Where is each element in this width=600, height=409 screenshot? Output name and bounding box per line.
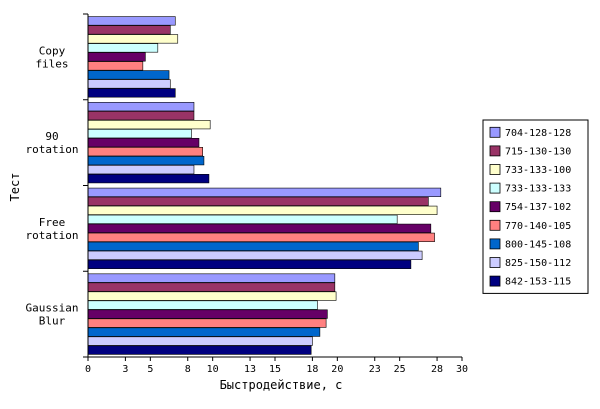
legend-swatch — [489, 201, 501, 213]
bar — [87, 282, 336, 292]
bars-layer — [87, 16, 442, 355]
bar — [87, 250, 423, 260]
legend-label: 704-128-128 — [505, 128, 571, 139]
x-tick-label: 13 — [244, 364, 256, 375]
bar — [87, 79, 171, 89]
axes-layer — [83, 13, 463, 361]
legend-swatch — [489, 238, 501, 250]
bar — [87, 111, 195, 121]
bar — [87, 43, 159, 53]
bar — [87, 205, 438, 215]
bar — [87, 232, 435, 242]
bar — [87, 25, 171, 35]
x-tick-label: 5 — [147, 364, 153, 375]
x-tick-label: 20 — [331, 364, 343, 375]
legend-label: 733-133-100 — [505, 165, 571, 176]
bar — [87, 52, 146, 62]
x-tick-label: 18 — [306, 364, 318, 375]
legend-label: 770-140-105 — [505, 221, 571, 232]
x-tick-label: 30 — [456, 364, 468, 375]
legend-swatch — [489, 145, 501, 157]
bar — [87, 300, 318, 310]
bar — [87, 223, 432, 233]
legend-swatch — [489, 126, 501, 138]
x-tick-label: 23 — [369, 364, 381, 375]
bar — [87, 309, 328, 319]
x-tick-label: 15 — [269, 364, 281, 375]
legend-label: 825-150-112 — [505, 258, 571, 269]
legend-swatch — [489, 219, 501, 231]
bar — [87, 318, 327, 328]
bar — [87, 147, 203, 157]
bar — [87, 129, 192, 139]
x-tick-label: 8 — [185, 364, 191, 375]
x-tick-label: 3 — [122, 364, 128, 375]
y-axis-title: Тест — [8, 173, 22, 202]
bar — [87, 259, 412, 269]
legend-label: 800-145-108 — [505, 239, 571, 250]
bar — [87, 34, 179, 44]
x-tick-label: 28 — [431, 364, 443, 375]
bar — [87, 165, 195, 175]
bar — [87, 241, 419, 251]
legend-box — [482, 119, 589, 294]
legend-label: 715-130-130 — [505, 146, 571, 157]
category-label: Gaussian Blur — [26, 302, 79, 328]
category-label: Copy files — [35, 44, 68, 70]
bar — [87, 214, 398, 224]
x-tick-label: 25 — [394, 364, 406, 375]
bar — [87, 336, 313, 346]
category-label: 90 rotation — [26, 130, 79, 156]
bar — [87, 88, 176, 98]
legend-swatch — [489, 182, 501, 194]
category-label: Free rotation — [26, 216, 79, 242]
bar — [87, 345, 312, 355]
bar — [87, 196, 429, 206]
bar — [87, 187, 442, 197]
legend-label: 842-153-115 — [505, 277, 571, 288]
legend: 704-128-128 715-130-130 733-133-100 733-133… — [482, 119, 589, 294]
legend-swatch — [489, 164, 501, 175]
bar — [87, 156, 205, 166]
bar — [87, 70, 170, 80]
bar — [87, 16, 176, 26]
bar — [87, 174, 210, 184]
bar — [87, 273, 336, 283]
legend-swatch — [489, 257, 501, 268]
bar — [87, 291, 337, 301]
legend-swatch — [489, 275, 501, 287]
x-tick-label: 10 — [207, 364, 219, 375]
labels-layer: 0 3 5 8 10 13 15 18 20 23 25 28 30 Copy files 90 rotatio… — [26, 44, 469, 375]
legend-label: 733-133-133 — [505, 184, 571, 195]
bar — [87, 138, 200, 148]
x-axis-title: Быстродействие, с — [220, 378, 343, 392]
bar — [87, 327, 321, 337]
bar — [87, 120, 211, 130]
legend-label: 754-137-102 — [505, 202, 571, 213]
x-tick-label: 0 — [85, 364, 91, 375]
bar — [87, 61, 144, 71]
bar — [87, 102, 195, 112]
